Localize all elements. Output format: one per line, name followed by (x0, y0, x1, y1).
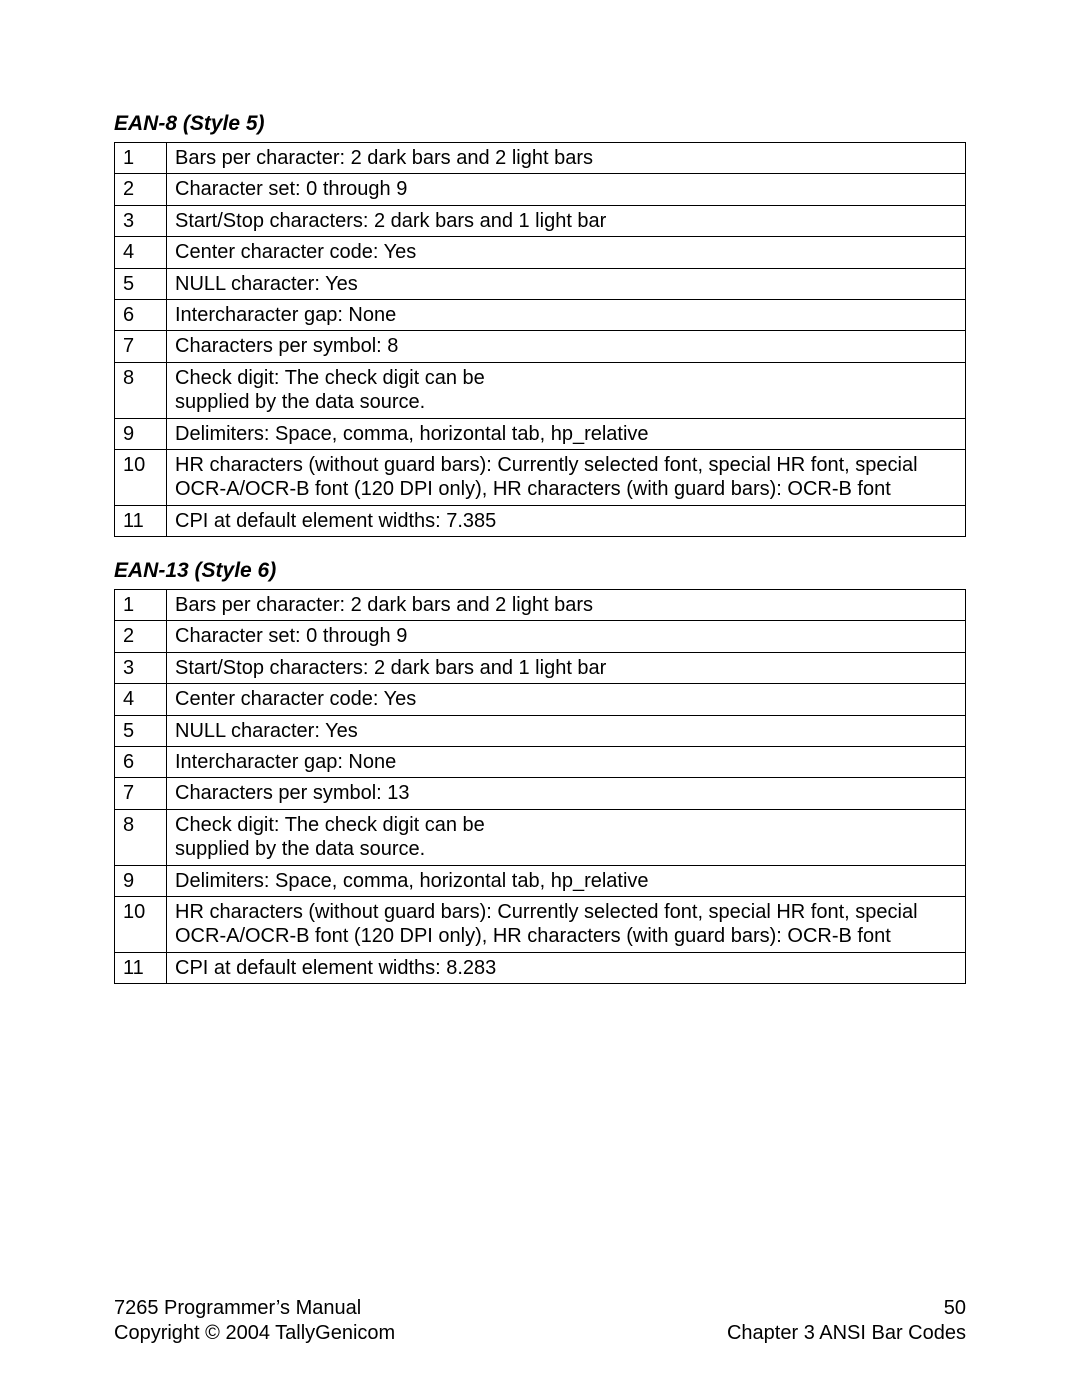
page-number: 50 (727, 1296, 966, 1320)
row-text: Character set: 0 through 9 (167, 174, 966, 205)
table-row: 5NULL character: Yes (115, 715, 966, 746)
table-row: 3Start/Stop characters: 2 dark bars and … (115, 652, 966, 683)
table-row: 2Character set: 0 through 9 (115, 621, 966, 652)
row-text: Start/Stop characters: 2 dark bars and 1… (167, 205, 966, 236)
table-row: 1Bars per character: 2 dark bars and 2 l… (115, 590, 966, 621)
row-number: 2 (115, 621, 167, 652)
table-row: 6Intercharacter gap: None (115, 747, 966, 778)
table-row: 8Check digit: The check digit can besupp… (115, 362, 966, 418)
row-number: 10 (115, 896, 167, 952)
heading-ean13: EAN-13 (Style 6) (114, 559, 966, 583)
row-text: CPI at default element widths: 8.283 (167, 952, 966, 983)
row-number: 5 (115, 268, 167, 299)
table-row: 4Center character code: Yes (115, 237, 966, 268)
row-text: Bars per character: 2 dark bars and 2 li… (167, 143, 966, 174)
row-number: 8 (115, 809, 167, 865)
table-row: 4Center character code: Yes (115, 684, 966, 715)
footer-copyright: Copyright © 2004 TallyGenicom (114, 1322, 395, 1344)
row-text: Start/Stop characters: 2 dark bars and 1… (167, 652, 966, 683)
row-text: NULL character: Yes (167, 268, 966, 299)
table-row: 11CPI at default element widths: 8.283 (115, 952, 966, 983)
row-text: Delimiters: Space, comma, horizontal tab… (167, 865, 966, 896)
row-text: Center character code: Yes (167, 237, 966, 268)
row-number: 3 (115, 205, 167, 236)
row-number: 1 (115, 590, 167, 621)
row-text: Characters per symbol: 13 (167, 778, 966, 809)
footer-manual-title: 7265 Programmer’s Manual (114, 1297, 361, 1319)
row-number: 9 (115, 865, 167, 896)
row-text: Bars per character: 2 dark bars and 2 li… (167, 590, 966, 621)
row-text: Intercharacter gap: None (167, 747, 966, 778)
row-number: 5 (115, 715, 167, 746)
row-number: 3 (115, 652, 167, 683)
row-text: Check digit: The check digit can besuppl… (167, 362, 966, 418)
row-text: Delimiters: Space, comma, horizontal tab… (167, 418, 966, 449)
row-number: 7 (115, 331, 167, 362)
row-text: HR characters (without guard bars): Curr… (167, 449, 966, 505)
heading-ean8: EAN-8 (Style 5) (114, 112, 966, 136)
row-number: 6 (115, 299, 167, 330)
footer-left: 7265 Programmer’s Manual Copyright © 200… (114, 1296, 395, 1345)
row-number: 11 (115, 505, 167, 536)
table-row: 7Characters per symbol: 13 (115, 778, 966, 809)
footer-chapter: Chapter 3 ANSI Bar Codes (727, 1322, 966, 1344)
table-row: 7Characters per symbol: 8 (115, 331, 966, 362)
table-row: 11CPI at default element widths: 7.385 (115, 505, 966, 536)
row-text: Center character code: Yes (167, 684, 966, 715)
row-number: 2 (115, 174, 167, 205)
row-text: Check digit: The check digit can besuppl… (167, 809, 966, 865)
row-text: Character set: 0 through 9 (167, 621, 966, 652)
row-text: NULL character: Yes (167, 715, 966, 746)
table-row: 1Bars per character: 2 dark bars and 2 l… (115, 143, 966, 174)
row-text: CPI at default element widths: 7.385 (167, 505, 966, 536)
row-number: 11 (115, 952, 167, 983)
table-row: 2Character set: 0 through 9 (115, 174, 966, 205)
row-number: 9 (115, 418, 167, 449)
table-row: 10HR characters (without guard bars): Cu… (115, 896, 966, 952)
table-row: 8Check digit: The check digit can besupp… (115, 809, 966, 865)
row-number: 10 (115, 449, 167, 505)
row-number: 8 (115, 362, 167, 418)
table-row: 10HR characters (without guard bars): Cu… (115, 449, 966, 505)
table-row: 3Start/Stop characters: 2 dark bars and … (115, 205, 966, 236)
row-text: Intercharacter gap: None (167, 299, 966, 330)
row-number: 6 (115, 747, 167, 778)
table-row: 5NULL character: Yes (115, 268, 966, 299)
row-number: 1 (115, 143, 167, 174)
row-text: HR characters (without guard bars): Curr… (167, 896, 966, 952)
table-row: 9Delimiters: Space, comma, horizontal ta… (115, 418, 966, 449)
row-text: Characters per symbol: 8 (167, 331, 966, 362)
row-number: 7 (115, 778, 167, 809)
page: EAN-8 (Style 5) 1Bars per character: 2 d… (0, 0, 1080, 1397)
table-row: 9Delimiters: Space, comma, horizontal ta… (115, 865, 966, 896)
table-ean13: 1Bars per character: 2 dark bars and 2 l… (114, 589, 966, 984)
table-ean8: 1Bars per character: 2 dark bars and 2 l… (114, 142, 966, 537)
row-number: 4 (115, 237, 167, 268)
table-row: 6Intercharacter gap: None (115, 299, 966, 330)
footer-right: 50 Chapter 3 ANSI Bar Codes (727, 1296, 966, 1345)
row-number: 4 (115, 684, 167, 715)
